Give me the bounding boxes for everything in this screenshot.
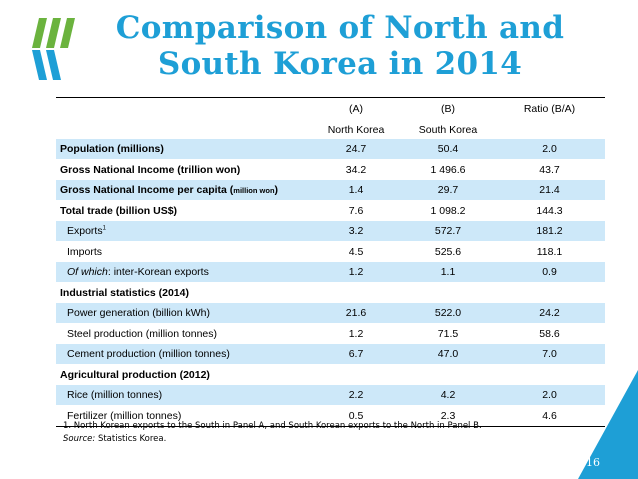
value-ratio: 144.3 [536,205,563,217]
corner-triangle [578,370,638,479]
table-row: Imports 4.5 525.6 118.1 [56,242,605,263]
value-ratio: 118.1 [536,246,563,258]
value-b: 1.1 [402,262,494,283]
footnote-marker: 1 [102,225,106,232]
source-label: Source: [63,434,96,444]
value-b: 47.0 [402,344,494,365]
value-a: 1.4 [310,180,402,201]
table-row: Gross National Income (trillion won) 34.… [56,160,605,181]
value-a: 34.2 [345,164,367,176]
row-label: Total trade (billion US$) [60,205,178,217]
section-row: Industrial statistics (2014) [56,283,605,304]
value-b: 572.7 [402,221,494,242]
section-row: Agricultural production (2012) [56,365,605,386]
value-ratio: 4.6 [542,410,557,422]
oecd-logo [32,18,75,80]
value-b: 1 098.2 [430,205,466,217]
corner-decoration [578,370,638,479]
value-ratio: 0.9 [494,262,605,283]
value-b: 522.0 [402,303,494,324]
header-col-b: (B) [441,103,455,115]
row-label: Fertilizer (million tonnes) [67,410,182,422]
table-row: Steel production (million tonnes) 1.2 71… [56,324,605,345]
value-ratio: 24.2 [494,303,605,324]
row-label: Gross National Income (trillion won) [60,164,241,176]
value-b: 1 496.6 [430,164,466,176]
value-ratio: 43.7 [539,164,560,176]
row-label: Imports [67,246,103,258]
value-ratio: 2.0 [494,139,605,160]
header-col-ratio: Ratio (B/A) [523,103,576,115]
table-row: Population (millions) 24.7 50.4 2.0 [56,139,605,160]
value-b: 29.7 [402,180,494,201]
logo-blue-stripes [32,50,61,80]
page-title: Comparison of North and South Korea in 2… [80,10,600,82]
source-note: Source: Statistics Korea. [63,433,482,446]
header-col-b-name: South Korea [418,123,478,136]
value-b: 50.4 [402,139,494,160]
row-label-end: ) [274,184,279,196]
row-label: Population (millions) [56,139,310,160]
value-b: 71.5 [437,328,459,340]
row-label: Exports1 [56,221,310,242]
row-label-main: Exports [67,225,103,237]
header-col-a-name: North Korea [327,123,385,136]
row-label: Cement production (million tonnes) [56,344,310,365]
value-a: 4.5 [348,246,364,258]
value-ratio: 58.6 [539,328,560,340]
value-b: 4.2 [402,385,494,406]
value-a: 0.5 [348,410,364,422]
row-label: Gross National Income per capita (millio… [56,180,310,201]
section-label: Agricultural production (2012) [60,369,210,381]
row-label-main: Gross National Income per capita ( [60,184,234,196]
row-label-main: : inter-Korean exports [107,266,209,278]
table-row: Rice (million tonnes) 2.2 4.2 2.0 [56,385,605,406]
value-ratio: 7.0 [494,344,605,365]
title-line-2: South Korea in 2014 [157,46,523,82]
value-b: 525.6 [434,246,462,258]
table-header-row-1: (A) (B) Ratio (B/A) [56,97,605,121]
value-a: 1.2 [310,262,402,283]
footnote-1: 1. North Korean exports to the South in … [63,421,482,431]
value-ratio: 2.0 [494,385,605,406]
table-row: Exports1 3.2 572.7 181.2 [56,221,605,242]
value-ratio: 181.2 [494,221,605,242]
value-ratio: 21.4 [494,180,605,201]
table-row: Power generation (billion kWh) 21.6 522.… [56,303,605,324]
table-row: Fertilizer (million tonnes) 0.5 2.3 4.6 [56,406,605,427]
source-text: Statistics Korea. [95,434,167,444]
value-a: 2.2 [310,385,402,406]
row-label-unit: million won [233,186,275,195]
value-a: 1.2 [348,328,364,340]
value-a: 6.7 [310,344,402,365]
row-label: Of which: inter-Korean exports [56,262,310,283]
table-row: Of which: inter-Korean exports 1.2 1.1 0… [56,262,605,283]
footnotes: 1. North Korean exports to the South in … [63,420,482,446]
table-row: Cement production (million tonnes) 6.7 4… [56,344,605,365]
table-row: Gross National Income per capita (millio… [56,180,605,201]
row-label: Power generation (billion kWh) [56,303,310,324]
row-label: Rice (million tonnes) [56,385,310,406]
table-row: Total trade (billion US$) 7.6 1 098.2 14… [56,201,605,222]
value-a: 7.6 [348,205,364,217]
section-label: Industrial statistics (2014) [60,287,189,299]
header-col-a: (A) [349,103,363,115]
page-number: 16 [586,456,600,469]
value-a: 3.2 [310,221,402,242]
value-a: 24.7 [310,139,402,160]
comparison-table: (A) (B) Ratio (B/A) North Korea South Ko… [56,97,605,427]
value-b: 2.3 [440,410,456,422]
table-header-row-2: North Korea South Korea [56,120,605,139]
row-label: Steel production (million tonnes) [67,328,217,340]
logo-green-stripes [32,18,75,48]
row-label-italic: Of which [67,266,108,278]
title-line-1: Comparison of North and [115,10,565,46]
value-a: 21.6 [310,303,402,324]
